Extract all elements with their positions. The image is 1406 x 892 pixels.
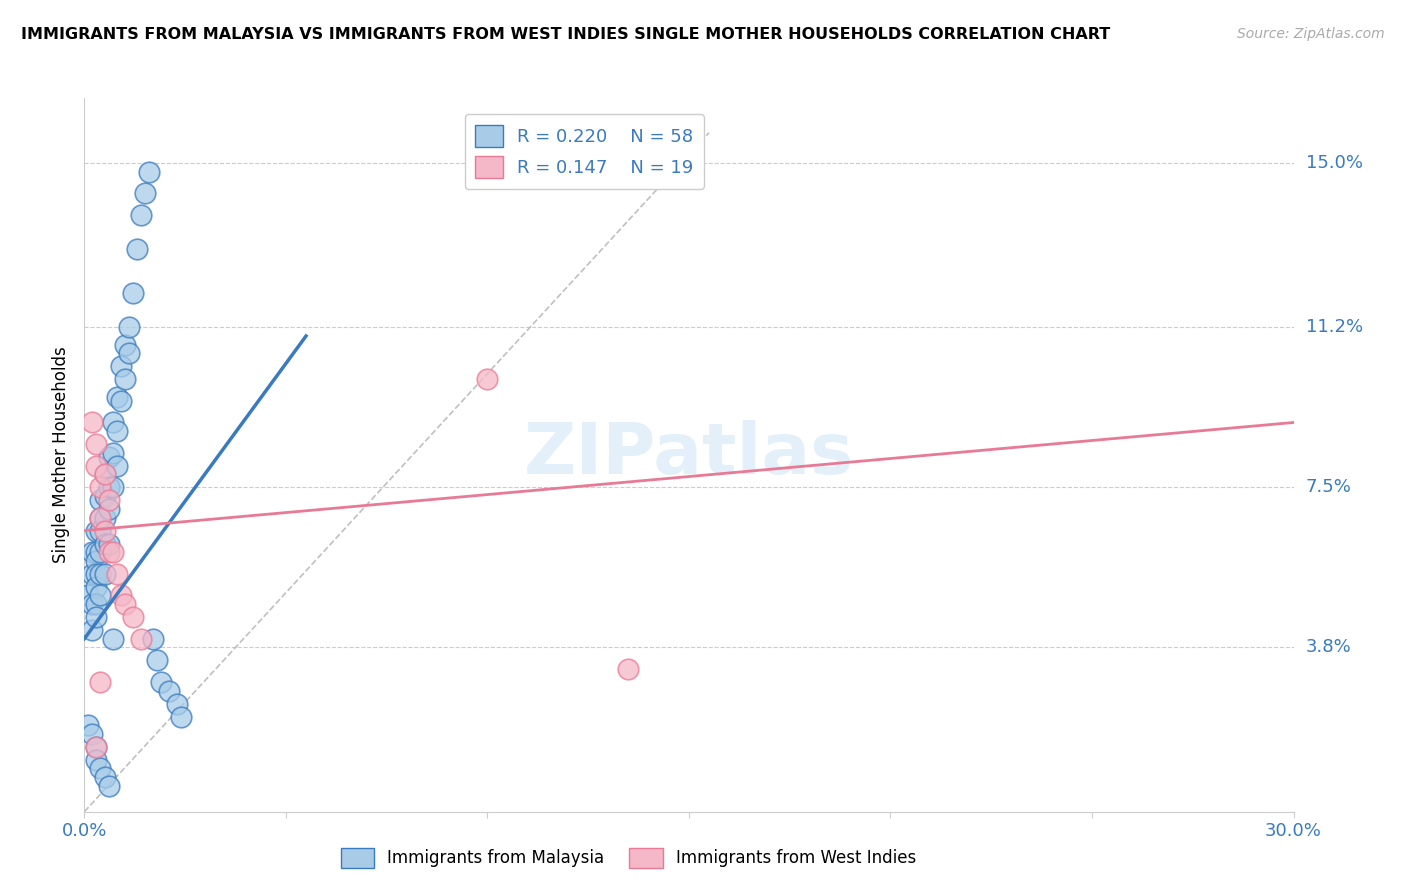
Point	[77, 718, 100, 732]
Point	[97, 493, 120, 508]
Point	[149, 675, 172, 690]
Point	[101, 480, 124, 494]
Point	[89, 480, 111, 494]
Point	[93, 510, 115, 524]
Text: 11.2%: 11.2%	[1306, 318, 1362, 336]
Y-axis label: Single Mother Households: Single Mother Households	[52, 347, 70, 563]
Point	[97, 779, 120, 793]
Point	[82, 545, 104, 559]
Point	[93, 467, 115, 482]
Point	[93, 524, 115, 538]
Point	[89, 566, 111, 581]
Point	[105, 458, 128, 473]
Point	[89, 510, 111, 524]
Point	[142, 632, 165, 646]
Point	[166, 697, 188, 711]
Point	[114, 372, 136, 386]
Point	[86, 554, 108, 568]
Point	[97, 536, 120, 550]
Point	[82, 727, 104, 741]
Point	[118, 320, 141, 334]
Point	[121, 285, 143, 300]
Point	[89, 762, 111, 776]
Point	[101, 446, 124, 460]
Point	[82, 597, 104, 611]
Point	[110, 393, 132, 408]
Point	[93, 467, 115, 482]
Text: Source: ZipAtlas.com: Source: ZipAtlas.com	[1237, 27, 1385, 41]
Point	[86, 437, 108, 451]
Point	[617, 662, 640, 676]
Point	[86, 524, 108, 538]
Point	[89, 524, 111, 538]
Point	[118, 346, 141, 360]
Text: ZIPatlas: ZIPatlas	[524, 420, 853, 490]
Point	[86, 458, 108, 473]
Point	[97, 450, 120, 464]
Point	[82, 566, 104, 581]
Point	[110, 359, 132, 374]
Point	[93, 489, 115, 503]
Point	[77, 589, 100, 603]
Point	[170, 709, 193, 723]
Point	[105, 566, 128, 581]
Point	[121, 610, 143, 624]
Text: IMMIGRANTS FROM MALAYSIA VS IMMIGRANTS FROM WEST INDIES SINGLE MOTHER HOUSEHOLDS: IMMIGRANTS FROM MALAYSIA VS IMMIGRANTS F…	[21, 27, 1111, 42]
Point	[105, 390, 128, 404]
Point	[82, 623, 104, 637]
Point	[86, 739, 108, 754]
Point	[125, 243, 148, 257]
Point	[97, 480, 120, 494]
Point	[89, 493, 111, 508]
Point	[86, 545, 108, 559]
Point	[129, 208, 152, 222]
Point	[134, 186, 156, 201]
Point	[101, 545, 124, 559]
Text: 15.0%: 15.0%	[1306, 154, 1362, 172]
Point	[114, 337, 136, 351]
Point	[89, 545, 111, 559]
Text: 3.8%: 3.8%	[1306, 639, 1351, 657]
Point	[114, 597, 136, 611]
Point	[477, 372, 499, 386]
Point	[82, 416, 104, 430]
Point	[101, 632, 124, 646]
Point	[89, 510, 111, 524]
Point	[86, 739, 108, 754]
Point	[86, 566, 108, 581]
Legend: Immigrants from Malaysia, Immigrants from West Indies: Immigrants from Malaysia, Immigrants fro…	[335, 841, 922, 875]
Point	[89, 675, 111, 690]
Point	[93, 536, 115, 550]
Point	[93, 566, 115, 581]
Point	[86, 610, 108, 624]
Point	[86, 580, 108, 594]
Point	[138, 164, 160, 178]
Point	[105, 424, 128, 438]
Point	[157, 683, 180, 698]
Point	[89, 589, 111, 603]
Point	[86, 597, 108, 611]
Point	[110, 589, 132, 603]
Point	[86, 753, 108, 767]
Text: 7.5%: 7.5%	[1306, 478, 1351, 496]
Point	[146, 653, 169, 667]
Point	[101, 416, 124, 430]
Point	[129, 632, 152, 646]
Point	[97, 545, 120, 559]
Point	[93, 770, 115, 784]
Point	[97, 502, 120, 516]
